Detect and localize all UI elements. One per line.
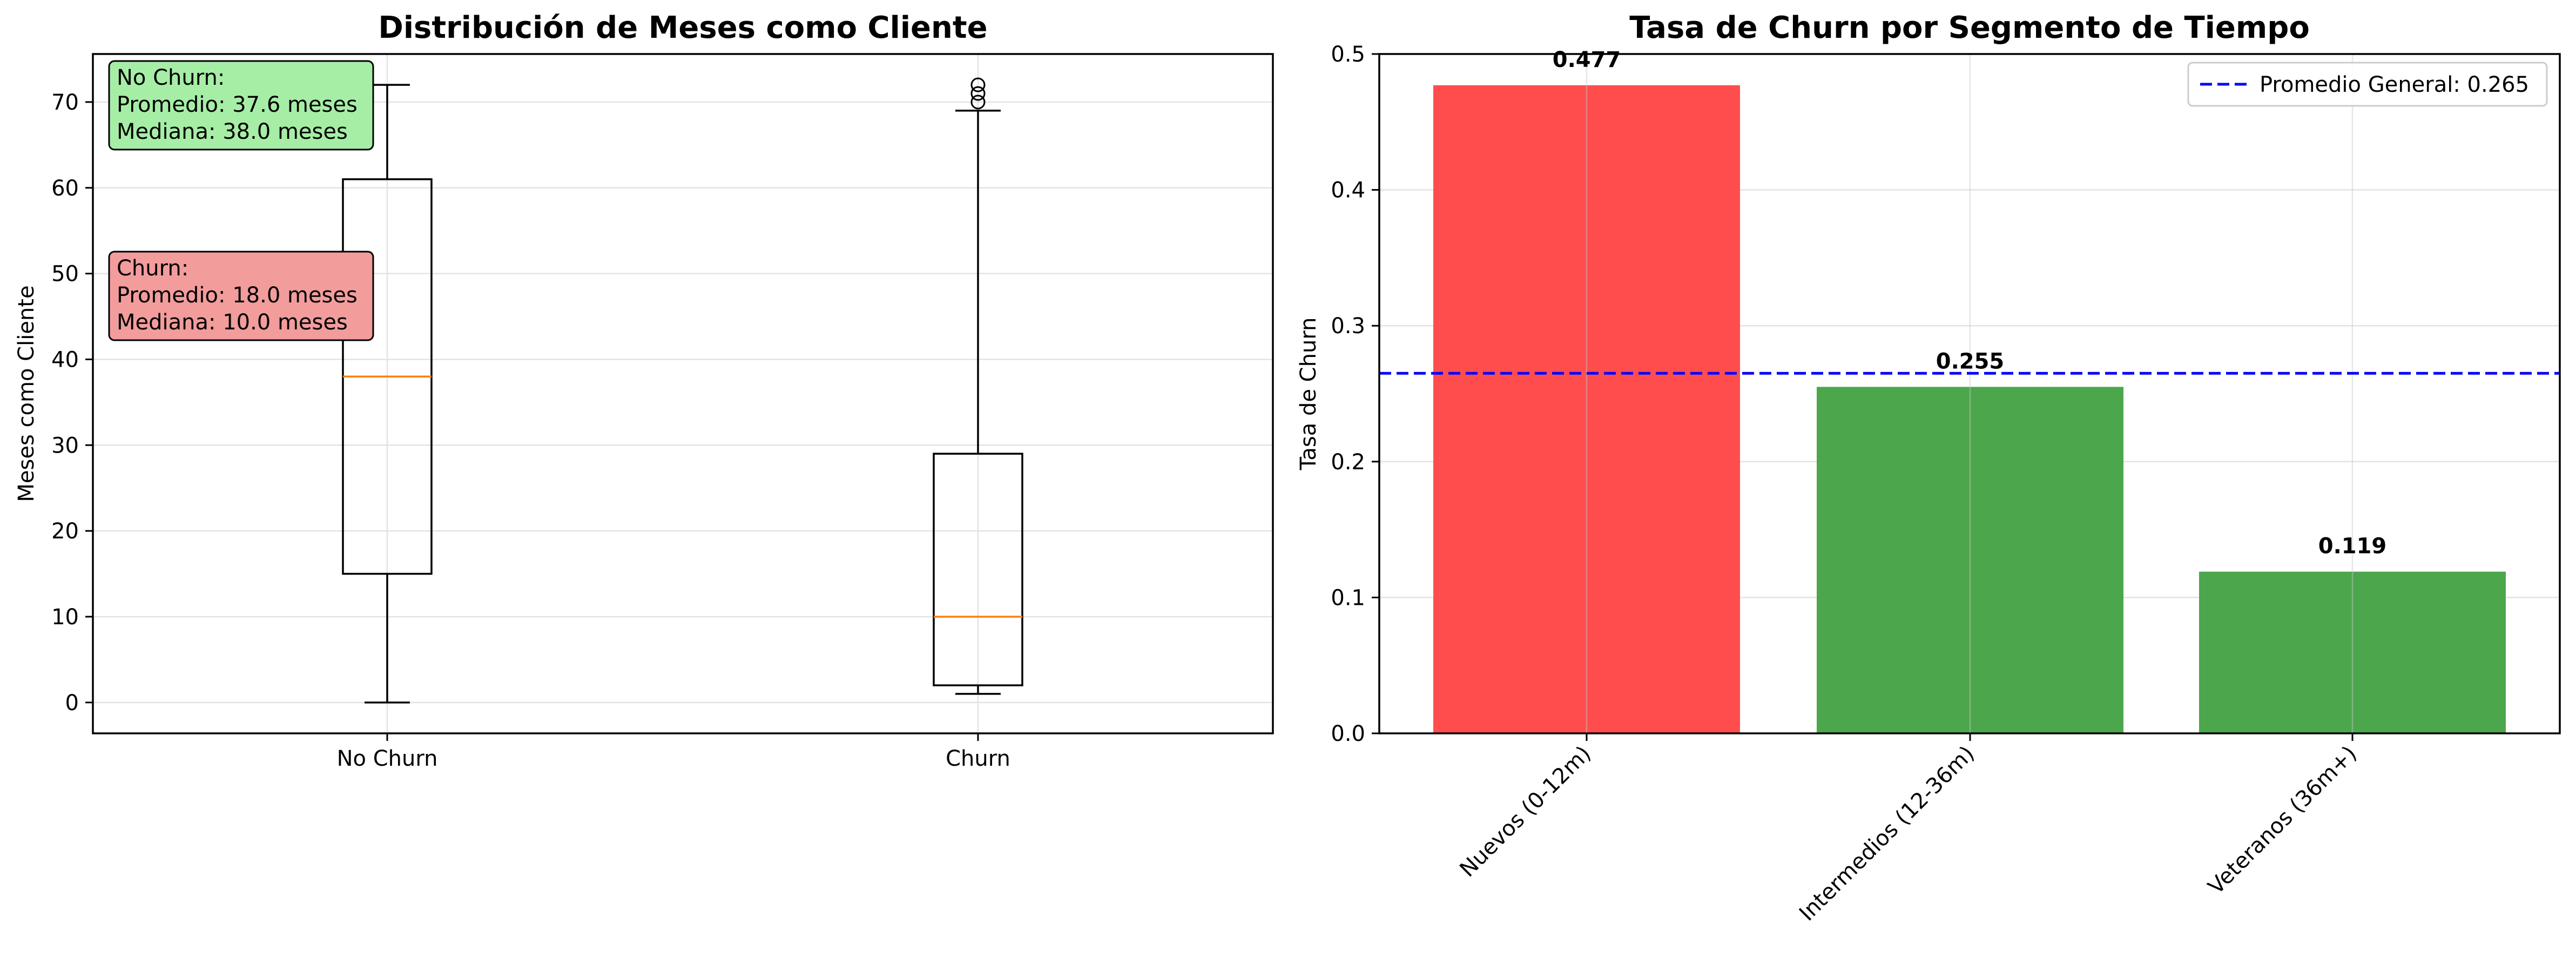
x-tick-label: Churn [946,746,1010,771]
boxplot-chart: 0 10 20 30 40 50 60 70 No Churn Churn Distribución… [14,10,1274,771]
plot-frame [92,53,1274,734]
y-tick-label: 0.3 [1331,314,1365,339]
y-tick-label: 0.5 [1331,42,1365,67]
annotation-line: Mediana: 10.0 meses [117,310,348,335]
bar-value-label: 0.119 [2318,534,2387,559]
y-tick-label: 10 [51,605,79,630]
annotation-line: Promedio: 37.6 meses [117,92,358,117]
y-tick-label: 50 [51,262,79,287]
y-tick-label: 20 [51,519,79,544]
chart-title: Distribución de Meses como Cliente [378,10,987,45]
y-tick-label: 40 [51,347,79,372]
y-tick-label: 0 [65,691,79,716]
bar-1 [1433,85,1740,733]
y-tick-label: 70 [51,90,79,115]
y-axis-label: Meses como Cliente [14,285,39,502]
y-tick-label: 60 [51,176,79,201]
bar-2 [1817,387,2123,733]
bar-3 [2199,571,2506,733]
iqr-box [933,453,1023,686]
y-tick-label: 0.0 [1331,721,1365,746]
legend-label: Promedio General: 0.265 [2260,72,2529,97]
box-churn [933,77,1023,695]
y-tick-label: 0.1 [1331,585,1365,610]
bar-value-label: 0.477 [1553,48,1621,72]
annotation-line: Promedio: 18.0 meses [117,283,358,308]
x-tick-label: Nuevos (0-12m) [1455,741,1596,882]
annotation-line: Churn: [117,256,188,281]
x-tick-label: No Churn [337,746,438,771]
annotation-box [108,60,374,151]
legend-box [2187,62,2548,107]
y-tick-label: 30 [51,433,79,458]
x-tick-label: Intermedios (12-36m) [1795,741,1979,926]
bar-value-label: 0.255 [1936,349,2005,374]
box-no-churn [342,84,433,704]
outlier-point [970,77,986,92]
x-tick-label: Veteranos (36m+) [2203,741,2362,900]
y-axis-label: Tasa de Churn [1296,318,1321,471]
y-tick-label: 0.2 [1331,450,1365,475]
outlier-point [970,86,986,101]
y-tick-label: 0.4 [1331,178,1365,203]
legend: Promedio General: 0.265 [2187,62,2548,107]
annotation-box [108,251,374,341]
chart-title: Tasa de Churn por Segmento de Tiempo [1629,10,2310,45]
bar-chart: 0.477 0.255 0.119 0.0 0.1 0.2 0.3 0.4 0.5 Nuevos … [1296,10,2561,926]
annotation-line: No Churn: [117,65,225,90]
annotation-line: Mediana: 38.0 meses [117,119,348,144]
outlier-point [970,95,986,110]
